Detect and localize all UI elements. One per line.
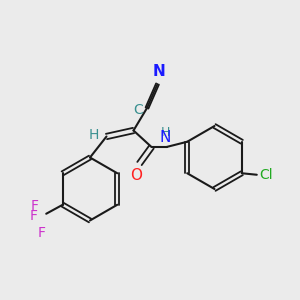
Text: F: F: [31, 199, 39, 213]
Text: C: C: [133, 103, 142, 116]
Text: N: N: [159, 130, 171, 145]
Text: H: H: [88, 128, 99, 142]
Text: F: F: [38, 226, 46, 240]
Text: N: N: [153, 64, 165, 79]
Text: O: O: [130, 168, 142, 183]
Text: F: F: [30, 209, 38, 223]
Text: H: H: [160, 127, 170, 140]
Text: Cl: Cl: [259, 168, 273, 182]
